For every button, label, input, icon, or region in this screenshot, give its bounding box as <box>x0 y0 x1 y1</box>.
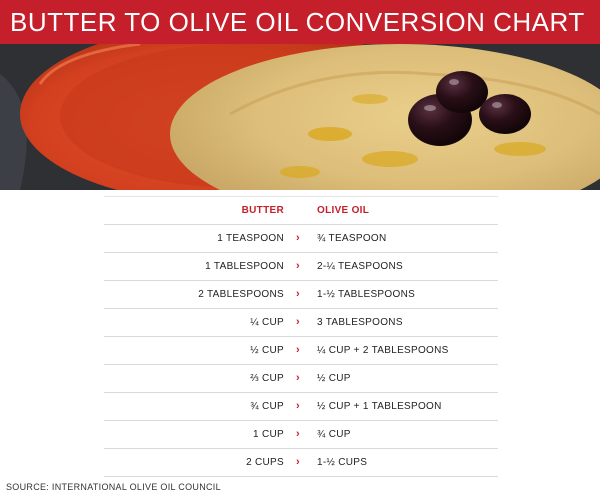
olive-oil-amount: ½ CUP <box>317 373 351 384</box>
butter-amount: ⅔ CUP <box>250 373 284 384</box>
chevron-right-icon: › <box>296 260 300 272</box>
table-row: 1 TABLESPOON › 2-¼ TEASPOONS <box>104 253 498 281</box>
olive-oil-amount: ¾ TEASPOON <box>317 233 387 244</box>
table-row: 2 CUPS › 1-½ CUPS <box>104 449 498 477</box>
table-row: 1 CUP › ¾ CUP <box>104 421 498 449</box>
chevron-right-icon: › <box>296 400 300 412</box>
table-row: ⅔ CUP › ½ CUP <box>104 365 498 393</box>
butter-column-header: BUTTER <box>241 205 284 216</box>
table-row: ¾ CUP › ½ CUP + 1 TABLESPOON <box>104 393 498 421</box>
chevron-right-icon: › <box>296 456 300 468</box>
page-title: BUTTER TO OLIVE OIL CONVERSION CHART <box>0 0 600 44</box>
olive-oil-amount: 2-¼ TEASPOONS <box>317 261 403 272</box>
table-row: ¼ CUP › 3 TABLESPOONS <box>104 309 498 337</box>
olive-oil-amount: 1-½ CUPS <box>317 457 368 468</box>
butter-amount: ¼ CUP <box>250 317 284 328</box>
butter-amount: ¾ CUP <box>250 401 284 412</box>
chevron-right-icon: › <box>296 232 300 244</box>
olive-oil-amount: 3 TABLESPOONS <box>317 317 403 328</box>
table-header-row: BUTTER OLIVE OIL <box>104 196 498 225</box>
butter-amount: 1 TABLESPOON <box>205 261 284 272</box>
olive-oil-amount: ¼ CUP + 2 TABLESPOONS <box>317 345 449 356</box>
olive-oil-amount: ¾ CUP <box>317 429 351 440</box>
chevron-right-icon: › <box>296 428 300 440</box>
chevron-right-icon: › <box>296 316 300 328</box>
table-row: ½ CUP › ¼ CUP + 2 TABLESPOONS <box>104 337 498 365</box>
chevron-right-icon: › <box>296 288 300 300</box>
source-note: SOURCE: INTERNATIONAL OLIVE OIL COUNCIL <box>6 482 221 492</box>
butter-amount: 2 TABLESPOONS <box>198 289 284 300</box>
table-row: 1 TEASPOON › ¾ TEASPOON <box>104 225 498 253</box>
butter-amount: 1 CUP <box>253 429 284 440</box>
hummus-photo <box>0 44 600 190</box>
table-row: 2 TABLESPOONS › 1-½ TABLESPOONS <box>104 281 498 309</box>
chevron-right-icon: › <box>296 344 300 356</box>
butter-amount: 2 CUPS <box>246 457 284 468</box>
butter-amount: 1 TEASPOON <box>217 233 284 244</box>
conversion-table: BUTTER OLIVE OIL 1 TEASPOON › ¾ TEASPOON… <box>104 196 498 477</box>
olive-oil-amount: 1-½ TABLESPOONS <box>317 289 416 300</box>
olive-oil-amount: ½ CUP + 1 TABLESPOON <box>317 401 442 412</box>
butter-amount: ½ CUP <box>250 345 284 356</box>
chevron-right-icon: › <box>296 372 300 384</box>
olive-oil-column-header: OLIVE OIL <box>317 205 370 216</box>
